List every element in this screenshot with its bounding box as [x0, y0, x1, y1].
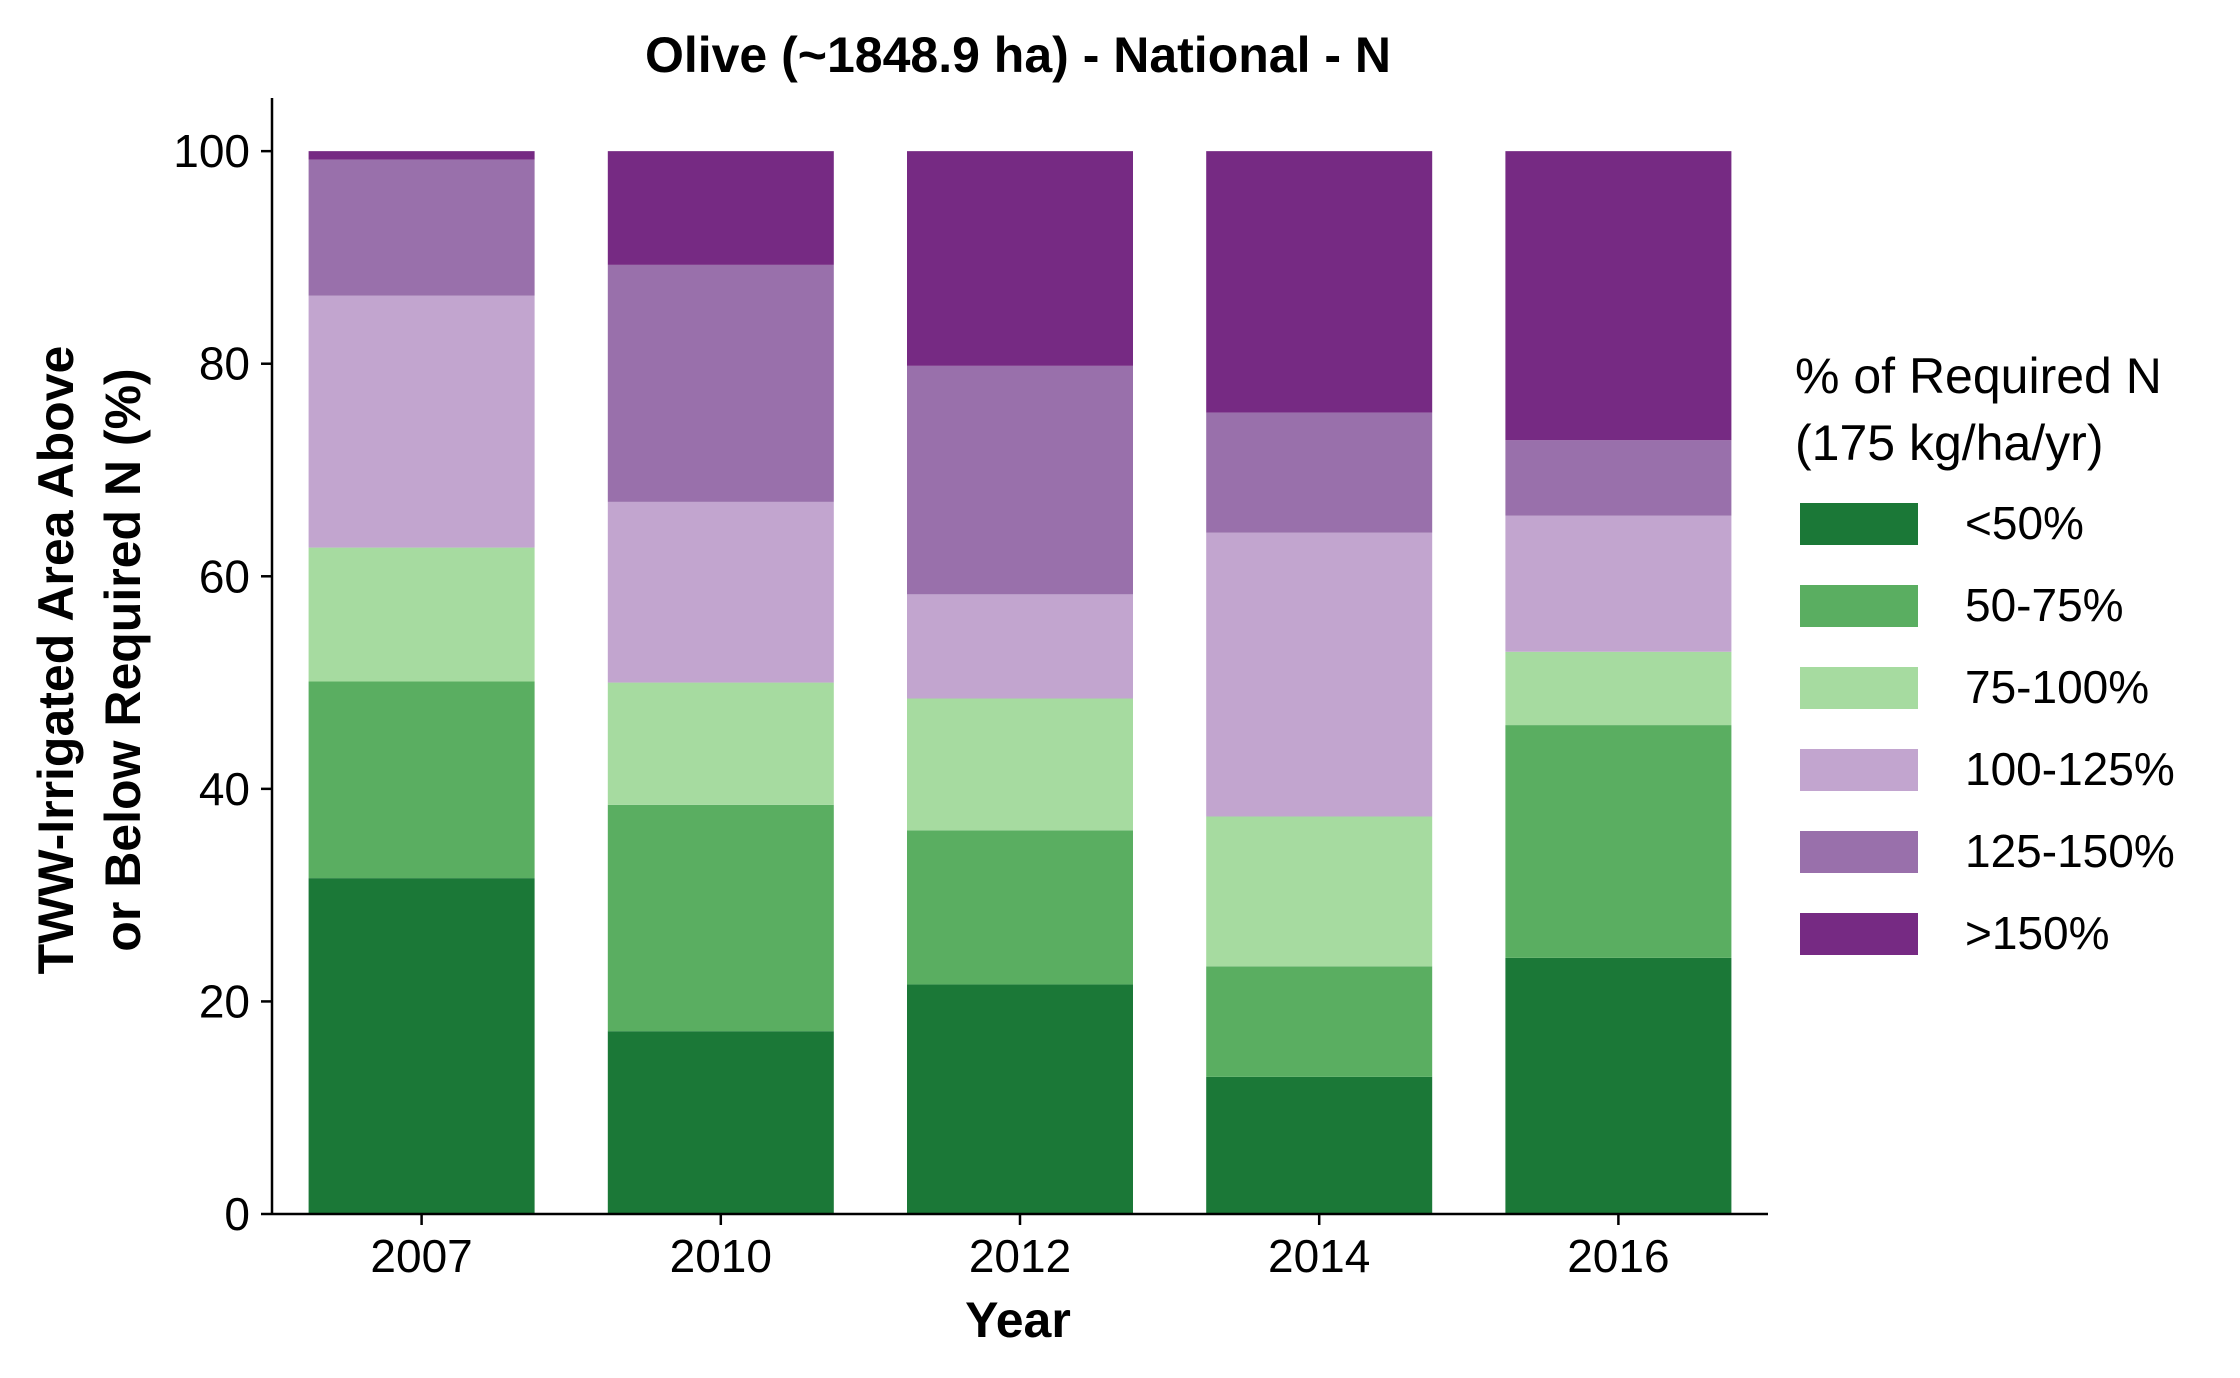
- bar-2012-gt-150pct: [907, 151, 1133, 366]
- legend-swatch-lt-50pct: [1800, 503, 1918, 545]
- y-tick-label-0: 0: [224, 1188, 250, 1240]
- bar-2010-75-100pct: [607, 682, 834, 805]
- bar-2007-lt-50pct: [308, 878, 535, 1214]
- bar-2014-50-75pct: [1206, 966, 1433, 1077]
- y-tick-label-40: 40: [199, 763, 250, 815]
- bar-2014-lt-50pct: [1206, 1076, 1433, 1214]
- x-tick-label-2012: 2012: [969, 1230, 1071, 1282]
- bar-2007-gt-150pct: [308, 151, 535, 160]
- legend-label-125-150pct: 125-150%: [1965, 825, 2175, 877]
- y-tick-label-60: 60: [199, 550, 250, 602]
- bar-2016-gt-150pct: [1505, 151, 1732, 441]
- bar-2007-125-150pct: [308, 159, 535, 296]
- bar-2012-125-150pct: [907, 365, 1133, 595]
- legend-swatch-gt-150pct: [1800, 913, 1918, 955]
- y-axis-title-line-1: TWW-Irrigated Area Above: [28, 346, 84, 975]
- legend-title-line-1: % of Required N: [1795, 348, 2162, 404]
- x-tick-label-2010: 2010: [670, 1230, 772, 1282]
- legend-label-lt-50pct: <50%: [1965, 497, 2084, 549]
- bar-2010-gt-150pct: [607, 151, 834, 265]
- bar-2012-100-125pct: [907, 594, 1133, 699]
- bar-2016-125-150pct: [1505, 440, 1732, 516]
- bar-2010-100-125pct: [607, 501, 834, 683]
- y-tick-label-20: 20: [199, 975, 250, 1027]
- bar-2007-100-125pct: [308, 295, 535, 548]
- bar-2012-lt-50pct: [907, 984, 1133, 1214]
- legend-label-75-100pct: 75-100%: [1965, 661, 2149, 713]
- chart-title: Olive (~1848.9 ha) - National - N: [645, 27, 1391, 83]
- y-tick-label-80: 80: [199, 338, 250, 390]
- bar-2010-50-75pct: [607, 804, 834, 1032]
- legend-swatch-125-150pct: [1800, 831, 1918, 873]
- legend-swatch-75-100pct: [1800, 667, 1918, 709]
- bar-2016-lt-50pct: [1505, 957, 1732, 1214]
- bar-2010-125-150pct: [607, 264, 834, 502]
- legend-label-100-125pct: 100-125%: [1965, 743, 2175, 795]
- legend: % of Required N (175 kg/ha/yr) <50% 50-75…: [1795, 348, 2175, 959]
- y-axis-title: TWW-Irrigated Area Above or Below Requir…: [28, 346, 151, 975]
- bar-2016-75-100pct: [1505, 651, 1732, 726]
- legend-swatch-100-125pct: [1800, 749, 1918, 791]
- y-ticks: 0 20 40 60 80 100: [173, 125, 272, 1240]
- bar-2016-50-75pct: [1505, 725, 1732, 958]
- y-axis-title-line-2: or Below Required N (%): [95, 368, 151, 951]
- legend-items: <50% 50-75% 75-100% 100-125% 125-150% >150%: [1800, 497, 2175, 959]
- x-axis-title: Year: [965, 1292, 1071, 1348]
- bar-2014-125-150pct: [1206, 412, 1433, 533]
- bar-2014-gt-150pct: [1206, 151, 1433, 413]
- y-tick-label-100: 100: [173, 125, 250, 177]
- x-ticks: 2007 2010 2012 2014 2016: [370, 1214, 1670, 1282]
- x-tick-label-2014: 2014: [1268, 1230, 1370, 1282]
- bar-2012-50-75pct: [907, 830, 1133, 985]
- legend-title-line-2: (175 kg/ha/yr): [1795, 415, 2103, 471]
- legend-swatch-50-75pct: [1800, 585, 1918, 627]
- bar-2014-75-100pct: [1206, 816, 1433, 967]
- bar-2012-75-100pct: [907, 698, 1133, 831]
- bar-2016-100-125pct: [1505, 515, 1732, 652]
- legend-label-50-75pct: 50-75%: [1965, 579, 2124, 631]
- bar-2010-lt-50pct: [607, 1031, 834, 1214]
- plot-bars: [308, 151, 1732, 1214]
- bar-2014-100-125pct: [1206, 532, 1433, 817]
- legend-label-gt-150pct: >150%: [1965, 907, 2110, 959]
- bar-2007-50-75pct: [308, 681, 535, 879]
- x-tick-label-2016: 2016: [1567, 1230, 1669, 1282]
- bar-2007-75-100pct: [308, 547, 535, 682]
- x-tick-label-2007: 2007: [370, 1230, 472, 1282]
